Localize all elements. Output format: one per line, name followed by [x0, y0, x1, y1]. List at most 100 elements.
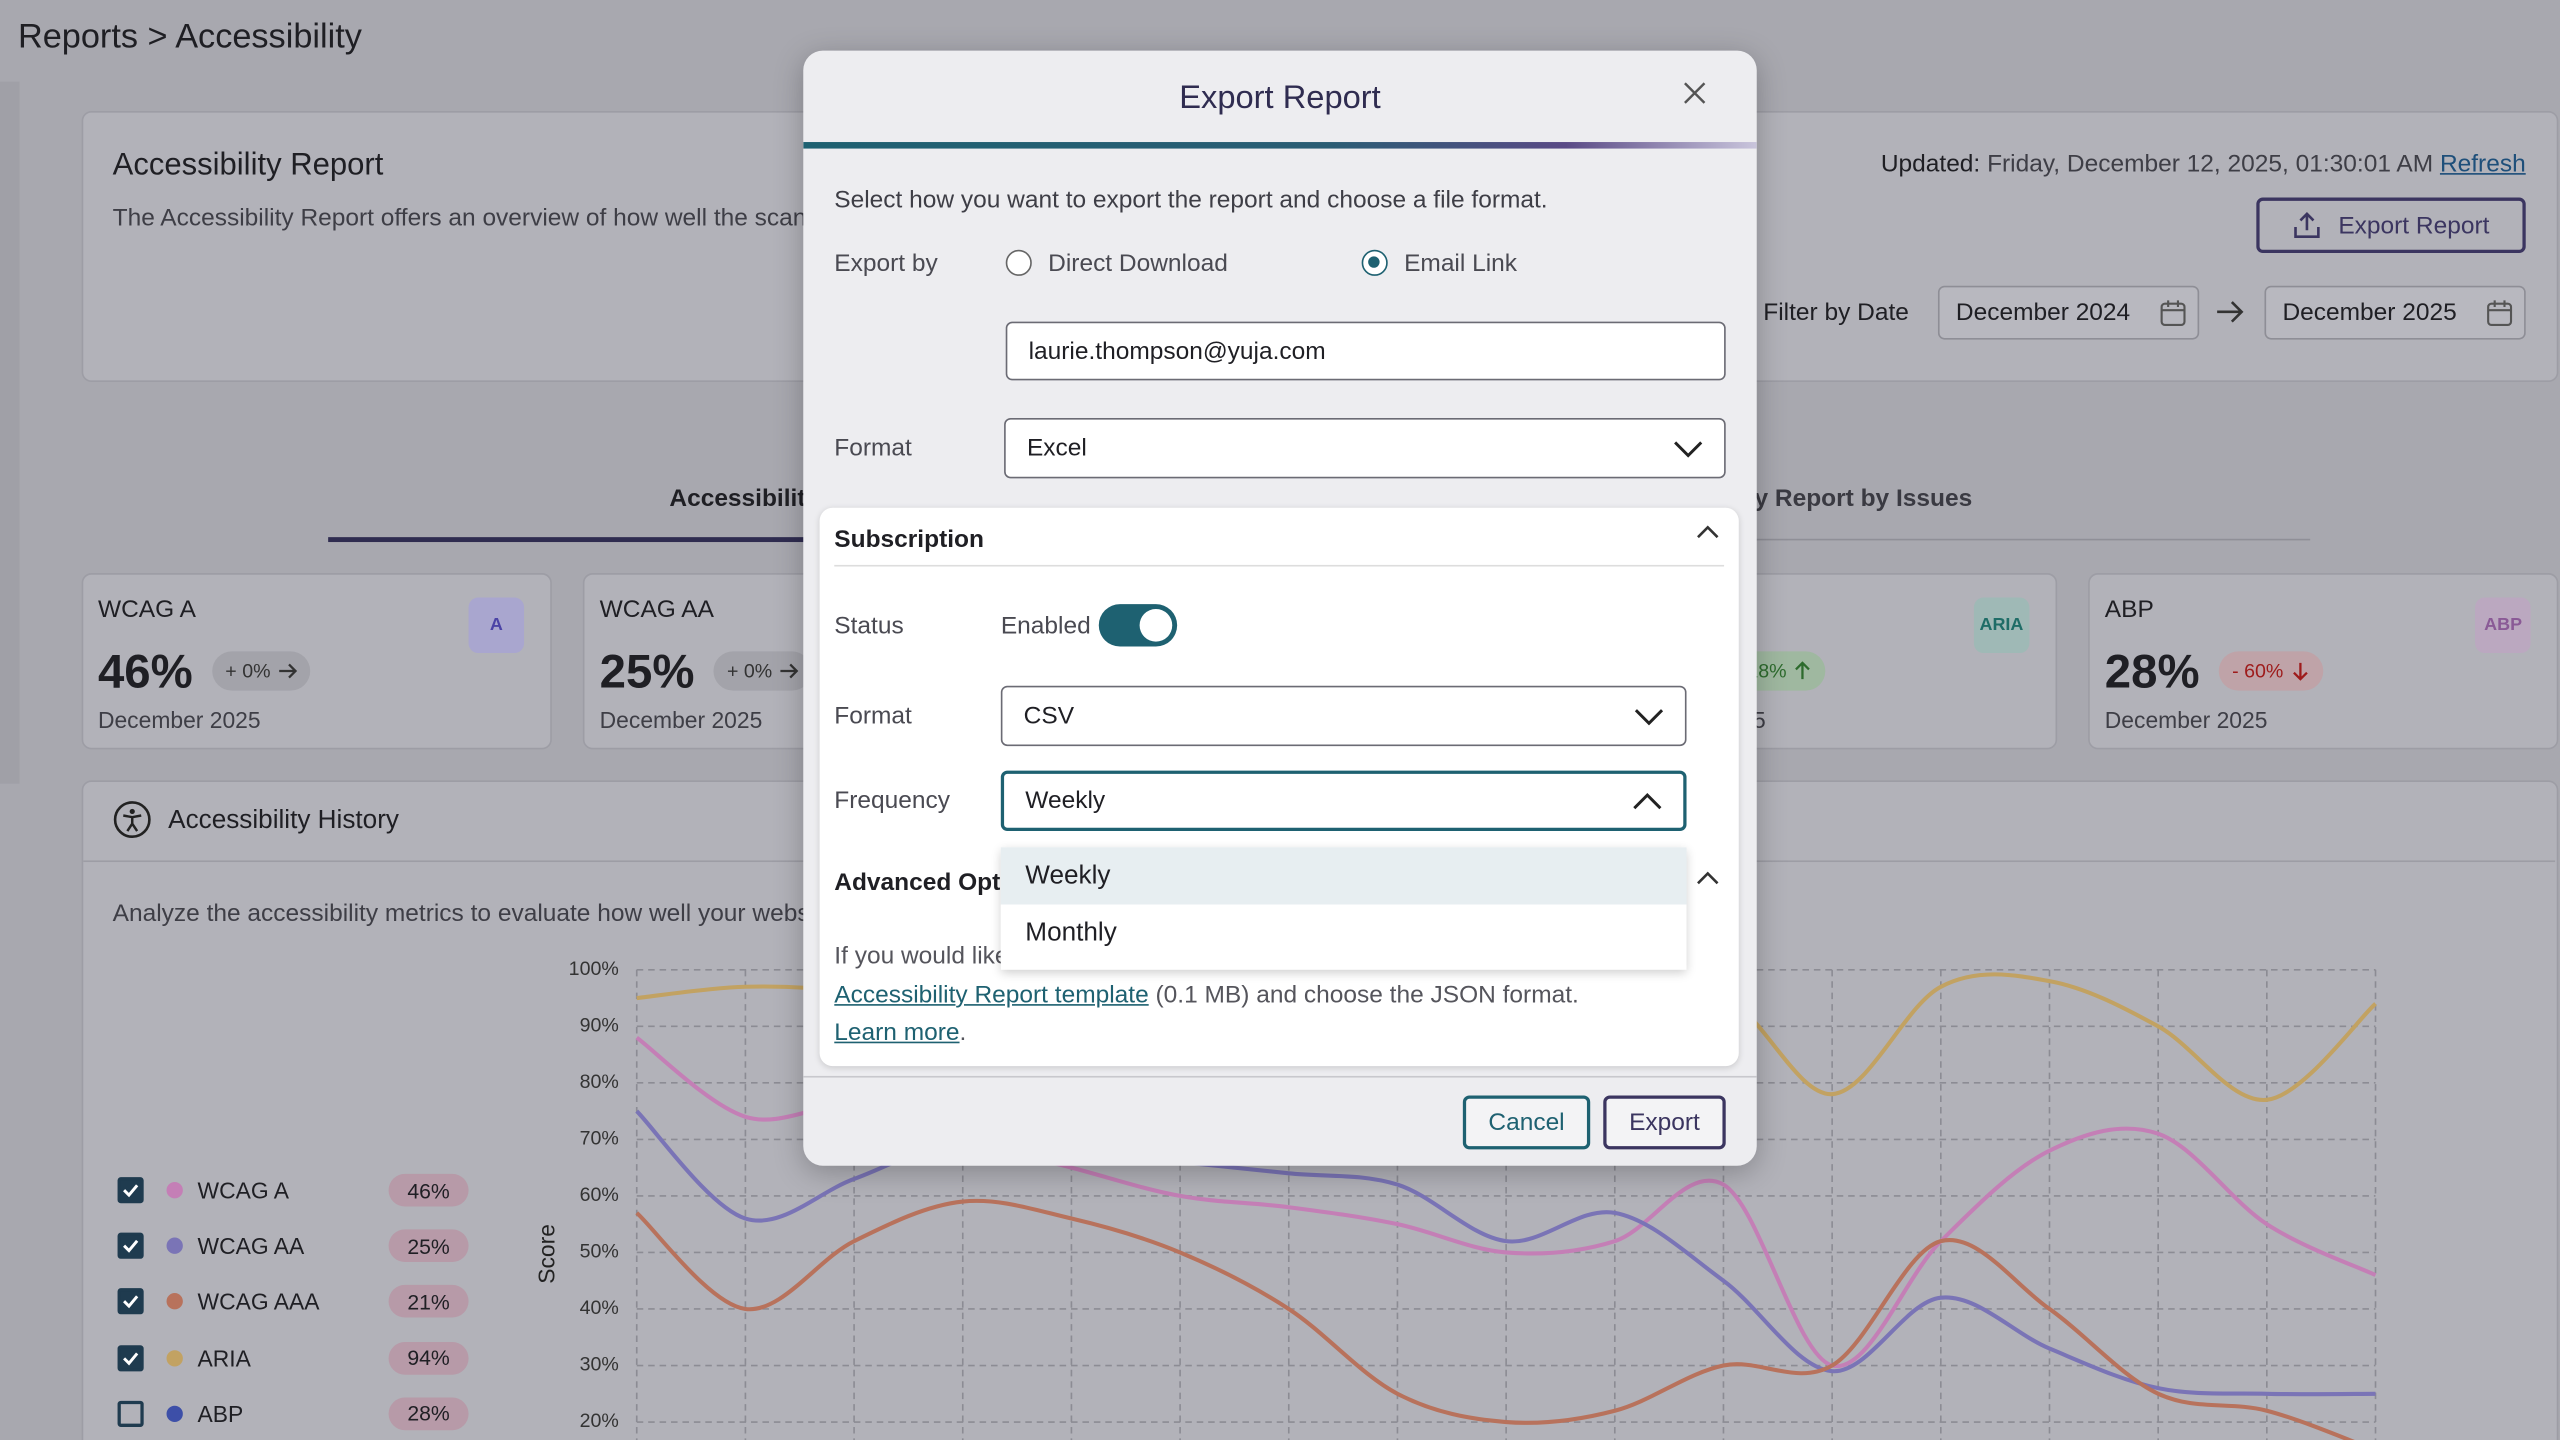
card-change-value: + 0%: [225, 659, 271, 683]
template-link[interactable]: Accessibility Report template: [834, 981, 1149, 1009]
chevron-up[interactable]: [1696, 870, 1719, 886]
trend-icon: [1795, 661, 1811, 680]
card-badge: ARIA: [1973, 597, 2030, 654]
frequency-label: Frequency: [834, 786, 951, 815]
updated-label: Updated:: [1880, 150, 1981, 178]
sub-format-select[interactable]: CSV: [1000, 685, 1687, 747]
check: [123, 1184, 139, 1198]
cancel-button[interactable]: Cancel: [1462, 1095, 1591, 1150]
date-to-value: December 2025: [2282, 298, 2457, 327]
report-title: Accessibility Report: [112, 148, 384, 183]
date-from-value: December 2024: [1955, 298, 2131, 327]
legend-checkbox[interactable]: [117, 1344, 144, 1371]
trend-icon: [278, 663, 297, 679]
format-label: Format: [834, 434, 912, 463]
card-change-value: - 60%: [2232, 659, 2284, 683]
cancel-label: Cancel: [1488, 1108, 1565, 1137]
updated: Updated: Friday, December 12, 2025, 01:3…: [1881, 150, 2526, 178]
filter-label: Filter by Date: [1763, 298, 1909, 327]
learn-more-link[interactable]: Learn more: [834, 1018, 960, 1047]
check-icon: [123, 1296, 139, 1309]
divider: [834, 564, 1725, 567]
refresh-link[interactable]: Refresh: [2439, 150, 2526, 178]
dropdown-option[interactable]: Weekly: [1000, 847, 1687, 905]
y-tick-label: 30%: [580, 1354, 619, 1376]
sub-format-value: CSV: [1023, 702, 1075, 730]
email-value: laurie.thompson@yuja.com: [1028, 337, 1326, 365]
card-change-value: + 0%: [727, 659, 773, 683]
export-by-label: Export by: [834, 249, 938, 278]
legend-dot: [166, 1405, 183, 1422]
email-input[interactable]: laurie.thompson@yuja.com: [1005, 321, 1726, 381]
close-button[interactable]: [1682, 80, 1708, 106]
legend-dot: [166, 1182, 183, 1199]
legend-checkbox[interactable]: [117, 1288, 144, 1315]
calendar-icon: [2487, 300, 2513, 326]
legend-checkbox[interactable]: [117, 1232, 144, 1260]
upload-icon: [2294, 212, 2321, 239]
toggle-knob: [1139, 608, 1173, 642]
learn-more-suffix: .: [959, 1018, 967, 1047]
card-change: + 0%: [212, 651, 310, 691]
y-tick-label: 90%: [580, 1014, 619, 1036]
legend-name: WCAG A: [197, 1177, 290, 1204]
trend-icon: [780, 663, 799, 679]
accessibility-icon: [113, 801, 151, 839]
card-date: December 2025: [97, 706, 261, 734]
card-name: ABP: [2104, 595, 2154, 624]
export-label: Export: [1629, 1108, 1700, 1137]
date-from[interactable]: December 2024: [1937, 285, 2200, 340]
instructions: Select how you want to export the report…: [834, 186, 1548, 214]
card-date: December 2025: [2104, 706, 2268, 734]
legend-checkbox[interactable]: [117, 1400, 144, 1427]
arrow: [780, 663, 799, 679]
export-button[interactable]: Export: [1603, 1095, 1726, 1150]
y-tick-label: 70%: [580, 1128, 619, 1150]
legend-dot: [166, 1293, 183, 1311]
export-report-button[interactable]: Export Report: [2256, 197, 2526, 254]
card-name: WCAG AA: [599, 595, 714, 624]
updated-value: Friday, December 12, 2025, 01:30:01 AM: [1987, 150, 2434, 178]
chevron-up: [1633, 793, 1662, 810]
check-icon: [123, 1184, 139, 1198]
export-report-label: Export Report: [2338, 211, 2490, 240]
format-select[interactable]: Excel: [1004, 417, 1726, 479]
header-accent: [803, 142, 1757, 149]
learn-more-line: Learn more.: [834, 1019, 966, 1047]
radio-label[interactable]: Email Link: [1404, 249, 1518, 278]
chevron-up[interactable]: [1696, 524, 1719, 540]
card-change: + 0%: [713, 651, 812, 691]
series-line: [635, 1198, 2355, 1440]
y-tick-label: 80%: [580, 1071, 619, 1093]
y-tick-label: 100%: [569, 958, 619, 980]
legend-score: 21%: [388, 1285, 469, 1319]
status-toggle[interactable]: [1098, 604, 1178, 647]
radio[interactable]: [1005, 249, 1032, 276]
y-tick-label: 20%: [580, 1410, 619, 1432]
date-to[interactable]: December 2025: [2264, 285, 2526, 340]
card-change: - 60%: [2219, 651, 2323, 691]
range-arrow: [2217, 301, 2244, 323]
advanced-text-2: Accessibility Report template (0.1 MB) a…: [834, 981, 1579, 1009]
legend-score: 94%: [388, 1341, 469, 1375]
breadcrumb[interactable]: Reports > Accessibility: [17, 17, 362, 56]
frequency-select[interactable]: Weekly: [1000, 770, 1687, 832]
sidebar-edge: [0, 81, 20, 784]
status-label: Status: [834, 612, 904, 640]
y-axis-label: Score: [534, 1224, 560, 1284]
tab-active-underline: [328, 537, 1178, 543]
subscription-title[interactable]: Subscription: [834, 525, 984, 554]
legend-dot: [166, 1237, 183, 1255]
export-modal: Export Report Select how you want to exp…: [803, 50, 1757, 1166]
dropdown-option[interactable]: Monthly: [1000, 904, 1687, 962]
legend-checkbox[interactable]: [117, 1177, 144, 1204]
radio[interactable]: [1361, 249, 1388, 276]
card-score: 25%: [599, 646, 695, 699]
radio-label[interactable]: Direct Download: [1048, 249, 1228, 278]
card-score: 46%: [97, 646, 193, 699]
modal-title: Export Report: [1179, 80, 1381, 116]
legend-name: WCAG AAA: [197, 1288, 320, 1315]
status-value: Enabled: [1000, 612, 1091, 640]
